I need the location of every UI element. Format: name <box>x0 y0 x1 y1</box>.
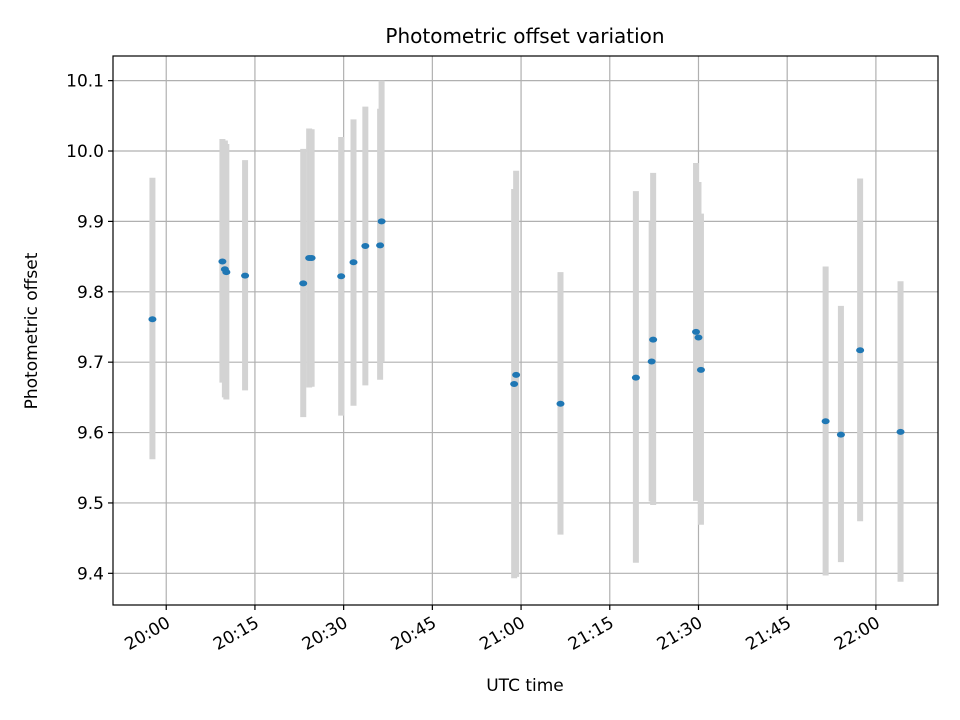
chart-title: Photometric offset variation <box>385 24 664 48</box>
data-point <box>376 242 385 249</box>
data-point <box>692 328 701 335</box>
data-point <box>896 428 905 435</box>
data-point <box>836 431 845 438</box>
data-point <box>696 366 705 373</box>
y-axis-ticks: 9.4 9.5 9.6 9.7 9.8 9.9 10.0 10.1 <box>66 72 113 584</box>
data-point <box>361 243 370 250</box>
data-point <box>218 258 227 265</box>
data-point <box>241 272 250 279</box>
data-point <box>337 273 346 280</box>
data-point <box>556 400 565 407</box>
data-point <box>299 280 308 287</box>
grid <box>113 56 938 605</box>
data-point <box>649 336 658 343</box>
y-tick-label: 9.5 <box>77 494 104 514</box>
data-point <box>307 255 316 262</box>
y-tick-label: 9.9 <box>77 212 104 232</box>
x-axis-label: UTC time <box>486 676 564 696</box>
data-point <box>694 334 703 341</box>
y-tick-label: 10.0 <box>66 142 104 162</box>
data-point <box>631 374 640 381</box>
data-point <box>512 371 521 378</box>
data-point <box>647 358 656 365</box>
data-point <box>856 347 865 354</box>
y-tick-label: 10.1 <box>66 72 104 92</box>
y-tick-label: 9.7 <box>77 353 104 373</box>
y-axis-label: Photometric offset <box>22 252 42 409</box>
y-tick-label: 9.6 <box>77 424 104 444</box>
data-point <box>821 418 830 425</box>
y-tick-label: 9.4 <box>77 564 104 584</box>
data-point <box>510 380 519 387</box>
data-points <box>148 218 905 438</box>
data-point <box>222 269 231 276</box>
data-point <box>349 259 358 266</box>
data-point <box>148 316 157 323</box>
plot-frame <box>112 55 939 606</box>
data-point <box>377 218 386 225</box>
y-tick-label: 9.8 <box>77 283 104 303</box>
